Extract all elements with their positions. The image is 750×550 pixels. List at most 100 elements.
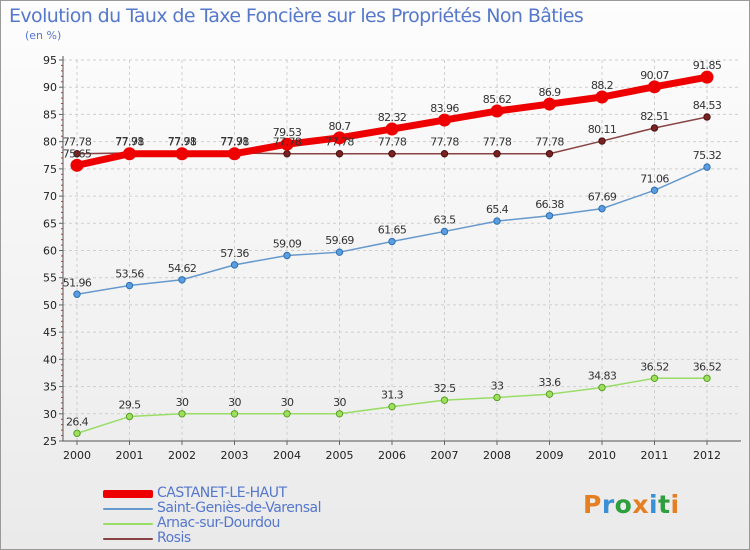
y-tick-label: 45: [43, 326, 57, 339]
data-point: [545, 390, 554, 398]
y-tick-label: 60: [43, 245, 57, 258]
data-label: 75.32: [693, 149, 722, 162]
y-tick-label: 85: [43, 108, 57, 121]
data-label: 33.6: [538, 376, 561, 389]
logo-letter: i: [670, 490, 680, 519]
data-point: [228, 147, 241, 161]
x-tick-label: 2004: [273, 449, 301, 462]
data-label: 79.53: [273, 126, 302, 139]
data-label: 57.36: [220, 247, 249, 260]
data-point: [650, 374, 659, 382]
legend-swatch: [103, 490, 153, 498]
legend-swatch: [103, 508, 153, 510]
data-label: 80.11: [588, 123, 617, 136]
data-point: [335, 410, 344, 418]
data-point: [333, 131, 346, 145]
y-tick-label: 75: [43, 163, 57, 176]
grid-lines: 25 30 35 40 45 50 55 60 65 70 75 80 85 90 95 2000 2001 20…: [43, 54, 741, 462]
data-label: 75.65: [63, 147, 92, 160]
data-point: [280, 137, 294, 151]
data-point: [543, 97, 556, 111]
data-label: 84.53: [693, 99, 722, 112]
data-point: [70, 158, 84, 172]
series-arnac-sur-dourdou: [73, 374, 711, 438]
data-point: [703, 374, 711, 382]
data-point: [493, 393, 501, 402]
x-tick-label: 2005: [326, 449, 354, 462]
x-tick-label: 2012: [693, 449, 721, 462]
data-point: [598, 137, 606, 145]
data-label: 59.69: [325, 234, 354, 247]
data-point: [178, 410, 186, 418]
data-label: 30: [176, 396, 189, 409]
data-label: 59.09: [273, 237, 302, 250]
data-point: [545, 212, 554, 220]
y-tick-label: 25: [43, 435, 57, 448]
y-tick-label: 70: [43, 190, 57, 203]
logo-letter: r: [601, 490, 615, 519]
data-point: [598, 383, 606, 392]
data-point: [125, 281, 134, 290]
data-label: 77.78: [483, 136, 512, 149]
data-label: 77.78: [63, 136, 92, 149]
data-label: 36.52: [640, 360, 669, 373]
data-point: [703, 113, 711, 121]
legend-label: Saint-Geniès-de-Varensal: [157, 500, 321, 516]
data-label: 53.56: [115, 268, 144, 281]
data-label: 82.51: [640, 110, 669, 123]
data-label: 77.91: [220, 135, 249, 148]
data-point: [703, 163, 711, 171]
data-label: 88.2: [591, 79, 613, 92]
x-tick-label: 2003: [221, 449, 249, 462]
logo-letter: P: [583, 490, 602, 519]
data-label: 77.78: [220, 136, 249, 149]
data-point: [123, 147, 136, 161]
data-label: 85.62: [483, 93, 512, 106]
y-axis-unit: (en %): [25, 29, 62, 42]
data-label: 63.5: [433, 213, 456, 226]
x-tick-label: 2001: [116, 449, 144, 462]
y-tick-label: 65: [43, 217, 57, 230]
data-label: 77.91: [115, 135, 144, 148]
data-label: 29.5: [118, 399, 141, 412]
data-point: [230, 410, 239, 418]
data-point: [73, 150, 81, 158]
data-label: 66.38: [535, 198, 564, 211]
data-label: 30: [228, 396, 241, 409]
logo-letter: i: [649, 490, 659, 519]
legend-label: CASTANET-LE-HAUT: [157, 485, 287, 501]
data-point: [650, 186, 659, 195]
data-label: 30: [281, 396, 294, 409]
data-point: [388, 237, 396, 246]
y-tick-label: 80: [43, 136, 57, 149]
data-point: [598, 204, 606, 213]
labels-rosis: 77.78 77.91 77.91 77.91 77.78 77.78 77.78 77.78…: [63, 99, 723, 149]
data-label: 77.78: [535, 136, 564, 149]
data-label: 33: [491, 379, 504, 392]
series-castanet-le-haut: [70, 70, 714, 172]
data-point: [283, 251, 291, 260]
chart-title: Evolution du Taux de Taxe Foncière sur l…: [9, 5, 584, 27]
data-label: 30: [333, 396, 346, 409]
data-point: [388, 150, 396, 158]
data-label: 80.7: [328, 120, 351, 133]
data-point: [648, 80, 661, 94]
series-saint-genies-de-varensal: [73, 163, 711, 298]
data-point: [175, 147, 189, 161]
y-tick-label: 90: [43, 81, 57, 94]
x-tick-label: 2010: [588, 449, 616, 462]
data-point: [388, 403, 396, 411]
data-label: 31.3: [381, 389, 404, 402]
y-tick-label: 55: [43, 272, 57, 285]
data-label: 82.32: [378, 111, 407, 124]
data-label: 77.78: [378, 136, 407, 149]
data-point: [493, 150, 501, 158]
data-point: [178, 276, 186, 284]
data-label: 77.91: [168, 135, 197, 148]
data-label: 61.65: [378, 224, 407, 237]
x-tick-label: 2002: [168, 449, 196, 462]
data-point: [335, 150, 344, 158]
data-point: [283, 150, 291, 158]
data-label: 77.78: [273, 136, 302, 149]
